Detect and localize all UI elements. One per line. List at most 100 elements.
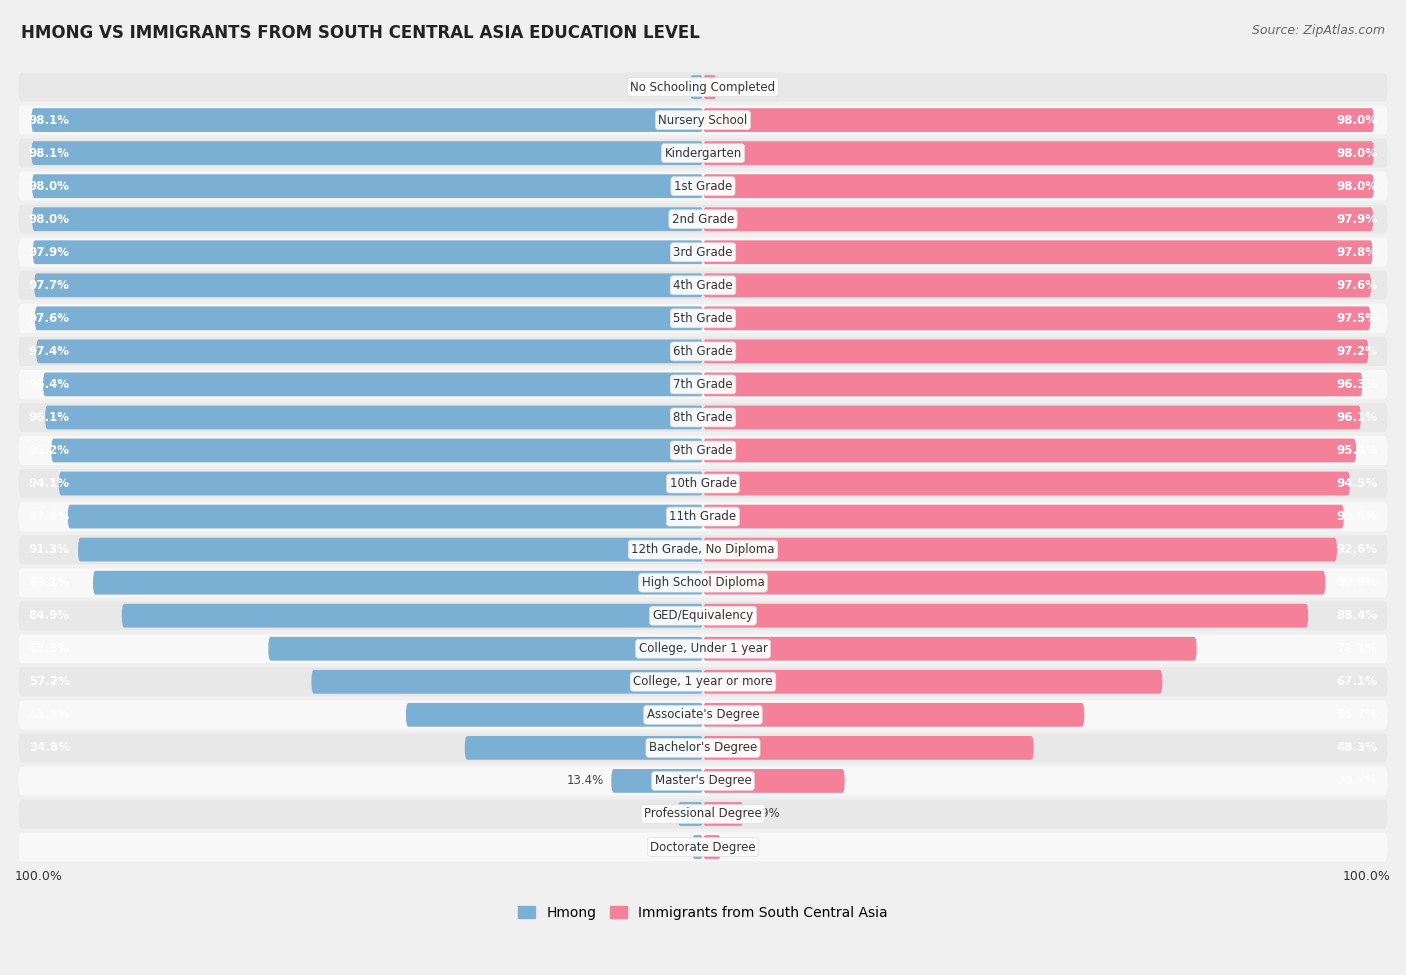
Text: 13.4%: 13.4% — [567, 774, 605, 788]
Text: 94.5%: 94.5% — [1336, 477, 1378, 490]
FancyBboxPatch shape — [703, 241, 1372, 264]
FancyBboxPatch shape — [18, 72, 1388, 101]
Text: 96.3%: 96.3% — [1336, 378, 1378, 391]
FancyBboxPatch shape — [703, 505, 1344, 528]
Text: Nursery School: Nursery School — [658, 113, 748, 127]
Text: No Schooling Completed: No Schooling Completed — [630, 81, 776, 94]
FancyBboxPatch shape — [18, 205, 1388, 234]
Text: College, Under 1 year: College, Under 1 year — [638, 643, 768, 655]
FancyBboxPatch shape — [18, 370, 1388, 399]
Text: 6th Grade: 6th Grade — [673, 345, 733, 358]
FancyBboxPatch shape — [269, 637, 703, 661]
Text: 55.7%: 55.7% — [1336, 708, 1378, 722]
FancyBboxPatch shape — [18, 634, 1388, 663]
Text: 8th Grade: 8th Grade — [673, 410, 733, 424]
Text: 97.9%: 97.9% — [1336, 213, 1378, 225]
FancyBboxPatch shape — [67, 505, 703, 528]
FancyBboxPatch shape — [703, 836, 721, 859]
FancyBboxPatch shape — [703, 538, 1337, 562]
Text: 97.5%: 97.5% — [1336, 312, 1378, 325]
Text: 95.4%: 95.4% — [1336, 444, 1378, 457]
Text: 2nd Grade: 2nd Grade — [672, 213, 734, 225]
FancyBboxPatch shape — [51, 439, 703, 462]
FancyBboxPatch shape — [32, 208, 703, 231]
FancyBboxPatch shape — [18, 469, 1388, 498]
Text: 3rd Grade: 3rd Grade — [673, 246, 733, 258]
FancyBboxPatch shape — [18, 667, 1388, 696]
FancyBboxPatch shape — [31, 108, 703, 132]
FancyBboxPatch shape — [703, 208, 1374, 231]
FancyBboxPatch shape — [18, 833, 1388, 862]
FancyBboxPatch shape — [18, 172, 1388, 201]
Text: 97.6%: 97.6% — [1336, 279, 1378, 292]
FancyBboxPatch shape — [703, 406, 1361, 429]
FancyBboxPatch shape — [703, 141, 1374, 165]
Text: 98.1%: 98.1% — [28, 146, 70, 160]
FancyBboxPatch shape — [465, 736, 703, 760]
FancyBboxPatch shape — [32, 241, 703, 264]
FancyBboxPatch shape — [18, 304, 1388, 332]
Text: 11th Grade: 11th Grade — [669, 510, 737, 523]
FancyBboxPatch shape — [122, 604, 703, 628]
FancyBboxPatch shape — [311, 670, 703, 693]
Legend: Hmong, Immigrants from South Central Asia: Hmong, Immigrants from South Central Asi… — [513, 900, 893, 925]
FancyBboxPatch shape — [703, 472, 1350, 495]
Text: 90.9%: 90.9% — [1336, 576, 1378, 589]
Text: 2.6%: 2.6% — [728, 840, 758, 853]
Text: 100.0%: 100.0% — [15, 871, 63, 883]
FancyBboxPatch shape — [678, 802, 703, 826]
Text: High School Diploma: High School Diploma — [641, 576, 765, 589]
Text: 48.3%: 48.3% — [1336, 741, 1378, 755]
Text: 92.6%: 92.6% — [1336, 543, 1378, 556]
FancyBboxPatch shape — [93, 570, 703, 595]
FancyBboxPatch shape — [18, 602, 1388, 630]
FancyBboxPatch shape — [18, 733, 1388, 762]
FancyBboxPatch shape — [18, 138, 1388, 168]
FancyBboxPatch shape — [18, 238, 1388, 267]
FancyBboxPatch shape — [703, 306, 1371, 331]
Text: 98.0%: 98.0% — [28, 179, 70, 193]
Text: 5.9%: 5.9% — [751, 807, 780, 820]
FancyBboxPatch shape — [703, 273, 1371, 297]
Text: 91.3%: 91.3% — [28, 543, 69, 556]
FancyBboxPatch shape — [703, 570, 1326, 595]
FancyBboxPatch shape — [703, 703, 1084, 726]
Text: Source: ZipAtlas.com: Source: ZipAtlas.com — [1251, 24, 1385, 37]
FancyBboxPatch shape — [703, 604, 1308, 628]
Text: 67.1%: 67.1% — [1337, 676, 1378, 688]
FancyBboxPatch shape — [703, 736, 1033, 760]
FancyBboxPatch shape — [32, 175, 703, 198]
Text: 94.1%: 94.1% — [28, 477, 70, 490]
Text: 88.4%: 88.4% — [1336, 609, 1378, 622]
FancyBboxPatch shape — [18, 568, 1388, 598]
Text: 97.9%: 97.9% — [28, 246, 70, 258]
FancyBboxPatch shape — [18, 700, 1388, 729]
FancyBboxPatch shape — [690, 75, 703, 98]
Text: 1.9%: 1.9% — [654, 81, 683, 94]
Text: Bachelor's Degree: Bachelor's Degree — [650, 741, 756, 755]
Text: 12th Grade, No Diploma: 12th Grade, No Diploma — [631, 543, 775, 556]
FancyBboxPatch shape — [703, 339, 1368, 364]
FancyBboxPatch shape — [18, 403, 1388, 432]
Text: 97.6%: 97.6% — [28, 312, 70, 325]
FancyBboxPatch shape — [703, 769, 845, 793]
Text: 1.6%: 1.6% — [655, 840, 685, 853]
FancyBboxPatch shape — [31, 141, 703, 165]
Text: 100.0%: 100.0% — [1343, 871, 1391, 883]
FancyBboxPatch shape — [35, 306, 703, 331]
Text: 4th Grade: 4th Grade — [673, 279, 733, 292]
Text: College, 1 year or more: College, 1 year or more — [633, 676, 773, 688]
Text: 5th Grade: 5th Grade — [673, 312, 733, 325]
Text: 84.9%: 84.9% — [28, 609, 70, 622]
Text: 72.1%: 72.1% — [1337, 643, 1378, 655]
FancyBboxPatch shape — [18, 535, 1388, 565]
Text: Professional Degree: Professional Degree — [644, 807, 762, 820]
Text: 92.8%: 92.8% — [28, 510, 70, 523]
FancyBboxPatch shape — [703, 175, 1374, 198]
Text: Master's Degree: Master's Degree — [655, 774, 751, 788]
Text: 9th Grade: 9th Grade — [673, 444, 733, 457]
Text: 97.2%: 97.2% — [1337, 345, 1378, 358]
Text: 43.4%: 43.4% — [28, 708, 70, 722]
FancyBboxPatch shape — [34, 273, 703, 297]
FancyBboxPatch shape — [18, 105, 1388, 135]
